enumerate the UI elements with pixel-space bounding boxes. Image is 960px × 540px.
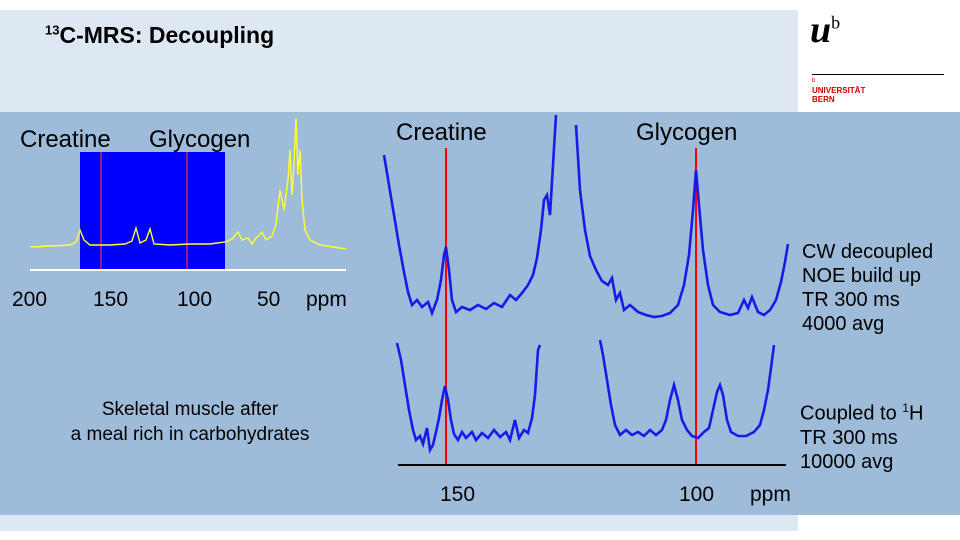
decoupled-creatine-trace bbox=[382, 114, 558, 317]
decoupled-glycogen-trace bbox=[574, 124, 790, 319]
coupled-glycogen-trace bbox=[598, 339, 776, 440]
university-logo: ub bbox=[810, 9, 841, 51]
left-tick-200: 200 bbox=[12, 288, 47, 311]
glycogen-label-left: Glycogen bbox=[149, 126, 250, 153]
logo-divider bbox=[812, 74, 944, 75]
creatine-label-left: Creatine bbox=[20, 126, 111, 153]
slide-title: 13C-MRS: Decoupling bbox=[45, 22, 275, 48]
left-tick-150: 150 bbox=[93, 288, 128, 311]
title-band bbox=[0, 10, 798, 112]
notes-panel bbox=[798, 112, 960, 515]
bottom-band bbox=[0, 515, 798, 531]
decoupling-range-highlight bbox=[80, 152, 225, 269]
coupled-creatine-trace bbox=[395, 342, 542, 454]
logo-small-mark: b bbox=[812, 78, 816, 84]
logo-wordmark: UNIVERSITÄT BERN bbox=[812, 86, 866, 104]
left-unit: ppm bbox=[306, 288, 347, 311]
glycogen-label-right: Glycogen bbox=[636, 119, 737, 146]
left-tick-100: 100 bbox=[177, 288, 212, 311]
right-unit: ppm bbox=[750, 483, 791, 506]
decoupled-notes: CW decoupled NOE build up TR 300 ms 4000… bbox=[802, 241, 934, 335]
creatine-label-right: Creatine bbox=[396, 119, 487, 146]
right-tick-150: 150 bbox=[440, 483, 475, 506]
left-tick-50: 50 bbox=[257, 288, 280, 311]
coupled-notes: Coupled to 1H TR 300 ms 10000 avg bbox=[800, 401, 924, 473]
right-tick-100: 100 bbox=[679, 483, 714, 506]
spectrum-trace-left bbox=[29, 117, 347, 250]
figure-caption: Skeletal muscle after a meal rich in car… bbox=[70, 399, 310, 445]
